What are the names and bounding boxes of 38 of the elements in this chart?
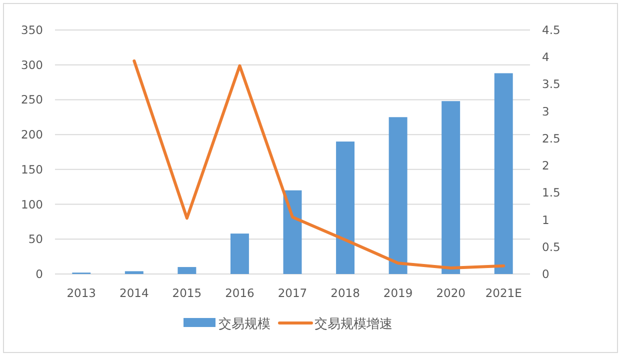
bar	[124, 271, 144, 274]
y-tick-label: 150	[21, 162, 43, 176]
x-tick-label: 2021E	[485, 286, 522, 300]
y2-tick-label: 3.5	[542, 77, 560, 92]
y2-tick-label: 2	[542, 158, 550, 173]
bar	[178, 267, 196, 274]
y-tick-label: 200	[21, 128, 43, 142]
line-series	[132, 59, 506, 270]
x-tick-label: 2018	[330, 286, 360, 300]
y-tick-label: 350	[21, 23, 43, 37]
bar	[442, 101, 460, 274]
x-tick-label: 2013	[66, 286, 96, 300]
y2-tick-label: 3	[542, 104, 550, 118]
y2-tick-label: 1.5	[542, 186, 560, 200]
bar	[336, 142, 355, 274]
legend-label: 交易规模	[218, 316, 270, 332]
legend-label: 交易规模增速	[314, 316, 392, 332]
y2-tick-label: 4.5	[542, 23, 560, 37]
x-tick-label: 2014	[120, 286, 149, 300]
y2-tick-label: 0	[542, 267, 550, 281]
y-tick-label: 250	[21, 92, 43, 107]
x-tick-label: 2015	[172, 286, 202, 300]
y2-tick-label: 1	[542, 212, 550, 227]
bar	[388, 117, 408, 274]
bar	[230, 234, 249, 274]
x-tick-label: 2019	[383, 286, 413, 300]
y2-tick-label: 0.5	[542, 240, 560, 254]
y2-tick-label: 2.5	[542, 131, 560, 146]
bar	[494, 73, 513, 274]
x-tick-label: 2020	[436, 286, 466, 300]
bar	[283, 190, 302, 274]
x-tick-label: 2016	[225, 286, 254, 300]
y-tick-label: 300	[21, 58, 43, 72]
y-tick-label: 50	[28, 232, 43, 246]
y2-tick-label: 4	[542, 50, 550, 64]
y-tick-label: 100	[21, 197, 43, 212]
x-tick-label: 2017	[278, 286, 308, 300]
y-tick-label: 0	[36, 267, 43, 281]
